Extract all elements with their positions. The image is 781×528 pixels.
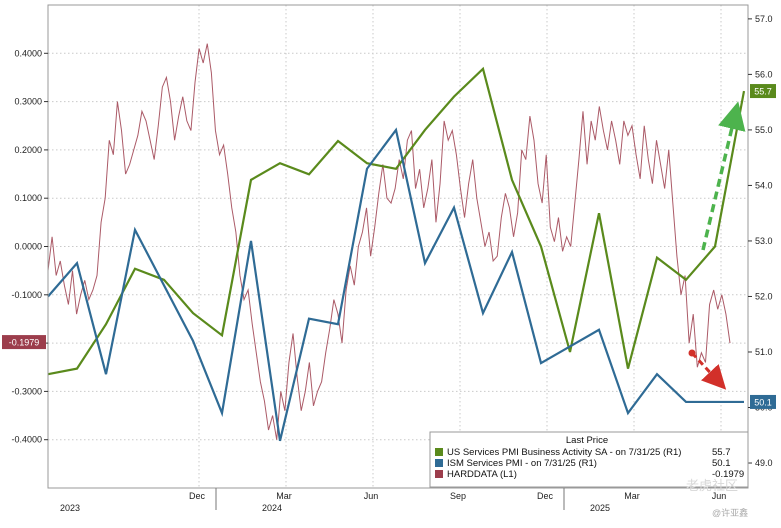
legend-entry-value: 50.1 bbox=[712, 458, 731, 469]
legend-box bbox=[429, 431, 749, 488]
gridlines bbox=[48, 5, 748, 488]
legend-swatch bbox=[435, 459, 443, 467]
legend-swatch bbox=[435, 448, 443, 456]
legend-entry-label: ISM Services PMI - on 7/31/25 (R1) bbox=[447, 458, 597, 469]
x-year-label: 2023 bbox=[60, 503, 80, 513]
red-down-arrow bbox=[690, 351, 727, 390]
x-tick-label: Mar bbox=[276, 491, 292, 501]
watermark-author: @许亚鑫 bbox=[712, 507, 748, 518]
watermark: 老虎社区 @许亚鑫 bbox=[686, 478, 748, 518]
legend-swatch bbox=[435, 470, 443, 478]
us-pmi-last-badge-label: 55.7 bbox=[754, 87, 772, 97]
left-tick-label: -0.3000 bbox=[11, 386, 42, 396]
x-tick-label: Mar bbox=[624, 491, 640, 501]
x-tick-label: Jun bbox=[712, 491, 727, 501]
series-line-us-services-pmi bbox=[47, 66, 746, 376]
left-tick-label: 0.3000 bbox=[14, 97, 42, 107]
right-tick-label: 55.0 bbox=[755, 125, 773, 135]
x-year-label: 2024 bbox=[262, 503, 282, 513]
right-tick-label: 52.0 bbox=[755, 291, 773, 301]
right-tick-label: 49.0 bbox=[755, 458, 773, 468]
series-line-ism-services-pmi bbox=[47, 127, 744, 442]
x-year-label: 2025 bbox=[590, 503, 610, 513]
x-tick-label: Dec bbox=[189, 491, 206, 501]
us-pmi-last-badge bbox=[750, 84, 776, 99]
ism-pmi-last-badge-label: 50.1 bbox=[754, 397, 772, 407]
x-tick-label: Dec bbox=[537, 491, 554, 501]
legend-header: Last Price bbox=[566, 435, 608, 446]
annotations bbox=[688, 101, 746, 390]
ism-pmi-last-badge bbox=[750, 394, 776, 409]
legend-entry-value: -0.1979 bbox=[712, 469, 744, 480]
left-tick-label: -0.1000 bbox=[11, 290, 42, 300]
right-tick-label: 57.0 bbox=[755, 14, 773, 24]
watermark-text: 老虎社区 bbox=[686, 478, 738, 494]
left-tick-label: 0.4000 bbox=[14, 48, 42, 58]
left-tick-label: 0.0000 bbox=[14, 242, 42, 252]
harddata-last-badge-label: -0.1979 bbox=[9, 338, 40, 348]
left-tick-label: 0.1000 bbox=[14, 193, 42, 203]
series-line-harddata bbox=[47, 43, 731, 440]
right-tick-label: 56.0 bbox=[755, 69, 773, 79]
legend-entry-value: 55.7 bbox=[712, 447, 731, 458]
right-tick-label: 53.0 bbox=[755, 236, 773, 246]
left-tick-label: -0.4000 bbox=[11, 435, 42, 445]
right-tick-label: 54.0 bbox=[755, 180, 773, 190]
x-tick-label: Jun bbox=[364, 491, 379, 501]
series-layer bbox=[47, 43, 746, 442]
left-tick-label: 0.2000 bbox=[14, 145, 42, 155]
x-tick-label: Sep bbox=[450, 491, 466, 501]
legend-entry-label: HARDDATA (L1) bbox=[447, 469, 517, 480]
legend-entry-label: US Services PMI Business Activity SA - o… bbox=[447, 447, 681, 458]
green-up-arrow bbox=[701, 101, 746, 251]
harddata-last-badge bbox=[2, 335, 46, 350]
right-tick-label: 51.0 bbox=[755, 347, 773, 357]
axes: 0.4000 0.3000 0.2000 0.1000 0.0000 -0.1000 -0.… bbox=[2, 4, 776, 513]
